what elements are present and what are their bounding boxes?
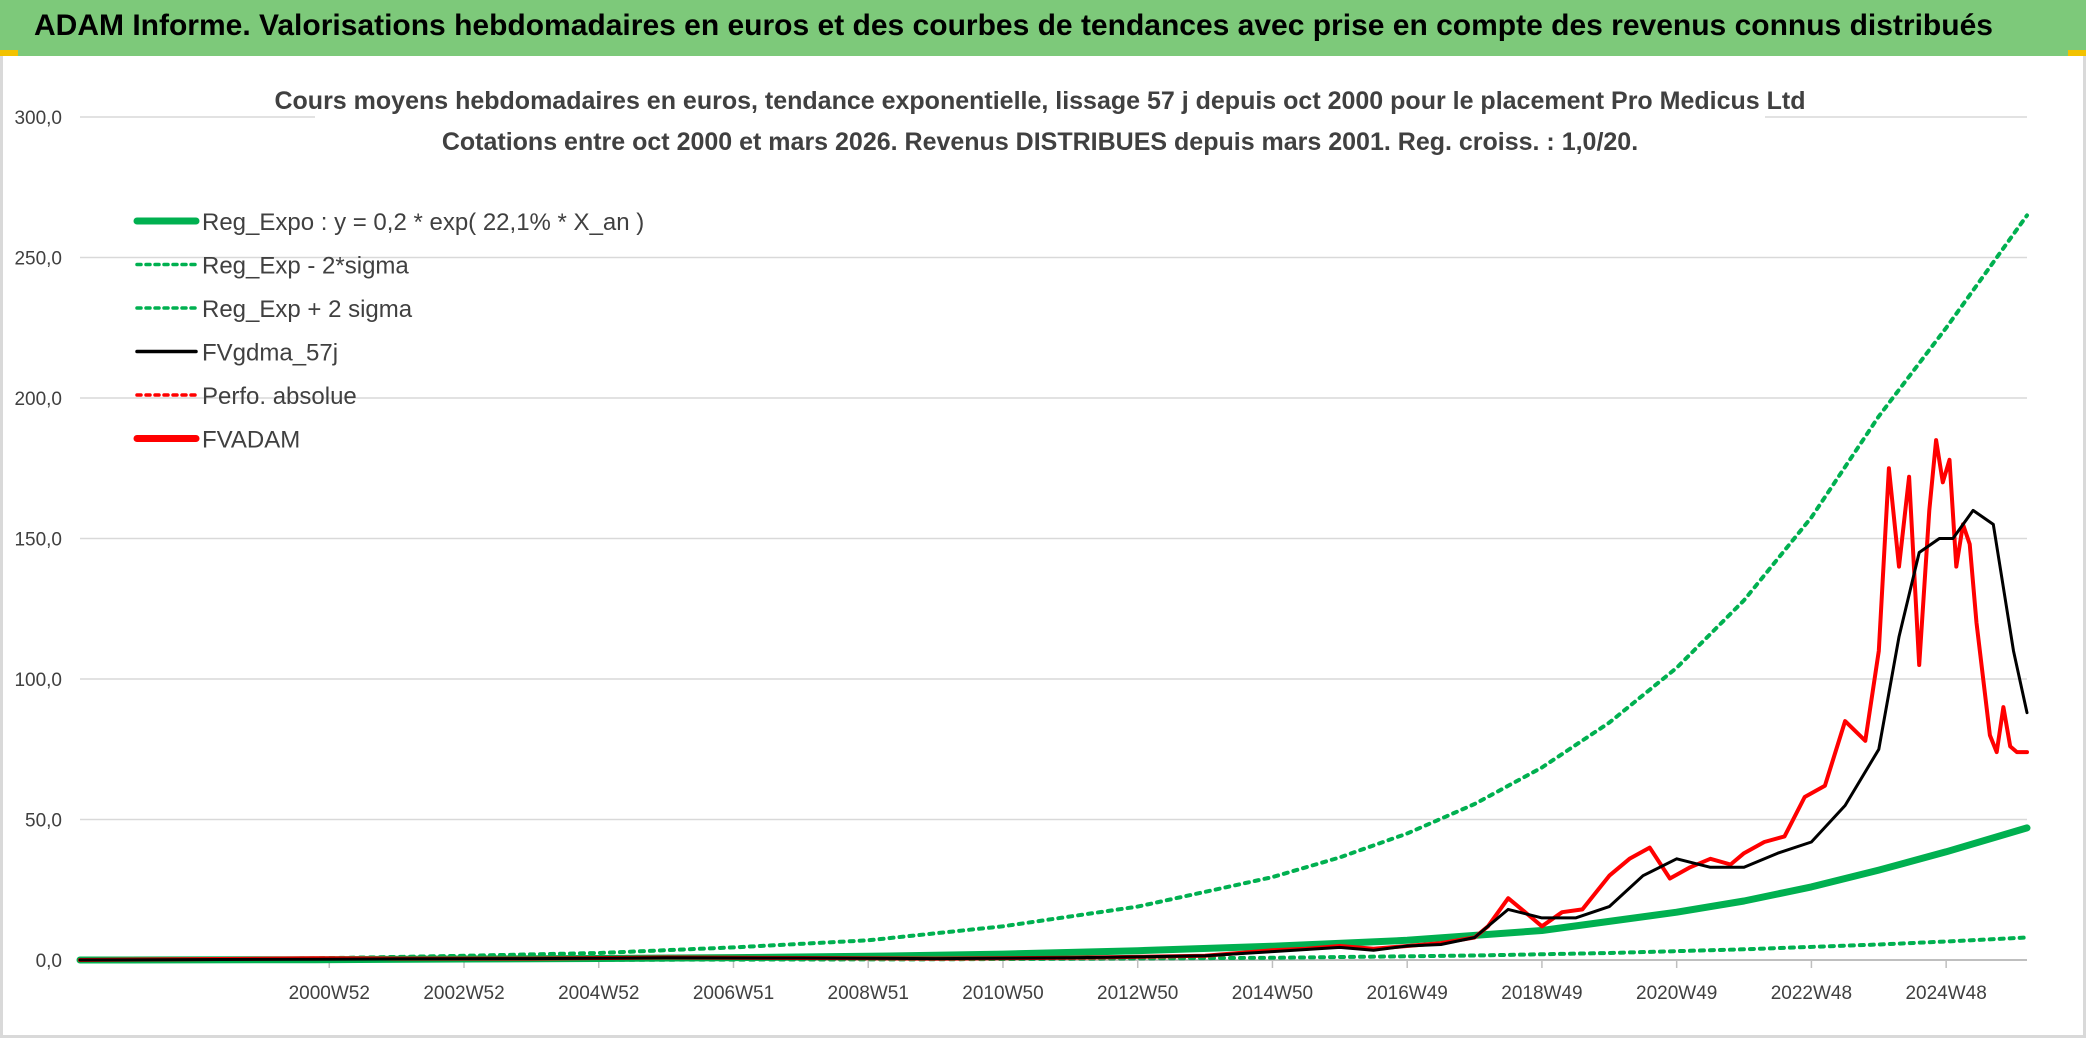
x-tick-label: 2006W51 (693, 983, 774, 1004)
series-line-fvadam (78, 438, 2029, 962)
legend-label: Reg_Exp + 2 sigma (202, 296, 413, 323)
y-axis-ticks: 0,0 50,0 100,0 150,0 200,0 250,0 300,0 (14, 108, 62, 972)
series-line-fvgdma (78, 508, 2029, 962)
y-tick-label: 0,0 (36, 951, 62, 972)
banner-title: ADAM Informe. Valorisations hebdomadaire… (34, 9, 1993, 42)
series-line-reg-expo (76, 824, 2031, 964)
chart-title: Cours moyens hebdomadaires en euros, ten… (274, 87, 1805, 115)
chart-subtitle: Cotations entre oct 2000 et mars 2026. R… (442, 128, 1638, 156)
x-tick-label: 2004W52 (558, 983, 639, 1004)
x-tick-label: 2012W50 (1097, 983, 1178, 1004)
report-banner: ADAM Informe. Valorisations hebdomadaire… (0, 0, 2086, 56)
y-tick-label: 100,0 (14, 670, 62, 691)
x-tick-label: 2024W48 (1905, 983, 1986, 1004)
corner-mark-left (0, 50, 18, 56)
series-line-reg-exp-plus (78, 213, 2029, 962)
corner-mark-right (2068, 50, 2086, 56)
legend-label: Reg_Exp - 2*sigma (202, 253, 409, 280)
x-tick-label: 2002W52 (423, 983, 504, 1004)
x-tick-label: 2018W49 (1501, 983, 1582, 1004)
x-tick-label: 2022W48 (1771, 983, 1852, 1004)
y-tick-label: 50,0 (25, 811, 62, 832)
x-axis-ticks: 2000W52 2002W52 2004W52 2006W51 2008W51 2010W… (289, 960, 1987, 1004)
legend-label: Reg_Expo : y = 0,2 * exp( 22,1% * X_an ) (202, 209, 644, 236)
x-tick-label: 2008W51 (828, 983, 909, 1004)
y-tick-label: 300,0 (14, 108, 62, 129)
x-tick-label: 2016W49 (1367, 983, 1448, 1004)
legend-label: FVgdma_57j (202, 340, 338, 367)
x-tick-label: 2014W50 (1232, 983, 1313, 1004)
x-tick-label: 2020W49 (1636, 983, 1717, 1004)
chart-frame (0, 56, 2086, 1038)
y-tick-label: 150,0 (14, 530, 62, 551)
y-tick-label: 250,0 (14, 249, 62, 270)
legend-label: FVADAM (202, 427, 300, 454)
x-tick-label: 2010W50 (962, 983, 1043, 1004)
legend-label: Perfo. absolue (202, 383, 357, 410)
y-tick-label: 200,0 (14, 389, 62, 410)
legend: Reg_Expo : y = 0,2 * exp( 22,1% * X_an )… (133, 209, 644, 454)
title-background (315, 80, 1765, 164)
x-tick-label: 2000W52 (289, 983, 370, 1004)
series-lines (76, 213, 2031, 964)
